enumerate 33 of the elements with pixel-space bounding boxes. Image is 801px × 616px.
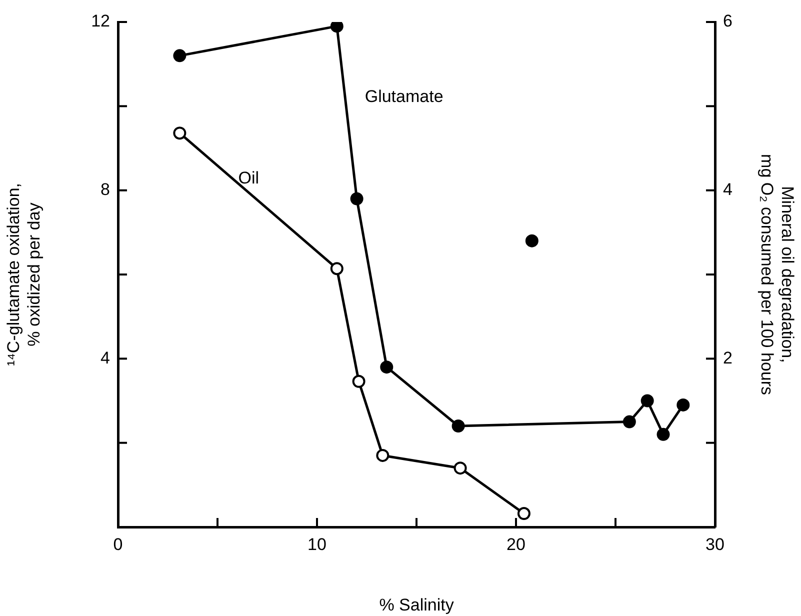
point: [640, 394, 654, 408]
x-tick-label: 0: [113, 534, 123, 554]
x-tick-label: 10: [308, 534, 326, 554]
point: [454, 462, 467, 475]
point: [330, 262, 344, 276]
point: [656, 428, 670, 441]
point: [376, 448, 390, 462]
point: [525, 234, 538, 248]
y2-tick-label: 2: [723, 348, 732, 368]
point: [452, 420, 465, 432]
x-axis-title: % Salinity: [379, 595, 454, 614]
y-tick-label: 8: [100, 180, 110, 200]
text: ¹⁴C-glutamate oxidation,: [4, 182, 23, 366]
point: [173, 49, 186, 62]
text: Mineral oil degradation,: [778, 186, 798, 363]
point: [380, 360, 394, 374]
y-tick-label: 4: [100, 348, 110, 368]
point: [352, 374, 366, 388]
point: [330, 22, 344, 33]
y-tick-label: 12: [91, 12, 110, 31]
y2-tick-label: 4: [723, 180, 732, 200]
point: [517, 507, 530, 520]
x-tick-label: 20: [506, 534, 526, 554]
text: % oxidized per day: [24, 202, 44, 346]
point: [676, 398, 690, 412]
point: [173, 126, 186, 140]
point: [622, 415, 636, 428]
series-label: Oil: [238, 168, 260, 188]
point: [350, 192, 364, 206]
series-label: Glutamate: [364, 87, 444, 106]
y2-tick-label: 6: [723, 12, 732, 31]
x-tick-label: 30: [706, 534, 724, 554]
text: mg O₂ consumed per 100 hours: [758, 154, 777, 395]
